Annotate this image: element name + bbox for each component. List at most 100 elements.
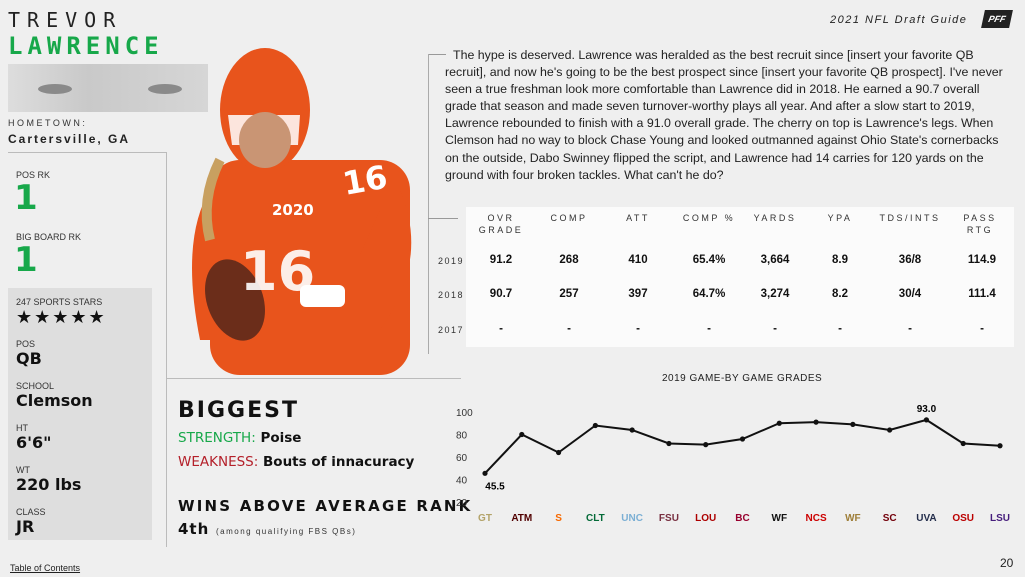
col-header: COMP: [550, 213, 588, 223]
grade-point: [519, 431, 525, 438]
hometown-label: HOMETOWN:: [8, 118, 88, 128]
big-board-rank-value: 1: [14, 240, 38, 280]
opponent-logo: WF: [771, 512, 788, 524]
opponent-logo: S: [555, 512, 562, 524]
opponent-logo: UNC: [621, 512, 643, 524]
school-label: SCHOOL: [16, 381, 55, 391]
weakness-label: WEAKNESS:: [178, 454, 259, 470]
stat-cell: 257: [559, 288, 579, 300]
war-value: 4th: [178, 520, 210, 538]
pos-rank-value: 1: [14, 178, 38, 218]
grade-point: [997, 443, 1003, 449]
stat-cell: 65.4%: [692, 254, 726, 266]
opponent-logo: BC: [735, 512, 750, 524]
grade-point: [923, 417, 930, 423]
stat-cell: -: [773, 323, 777, 335]
left-eye: [38, 84, 72, 94]
opponent-logo: GT: [478, 512, 492, 524]
jersey-number-chest: 16: [240, 240, 315, 303]
height-value: 6'6": [16, 433, 52, 452]
col-header: TDS/INTS: [879, 213, 941, 223]
guide-title: 2021 NFL Draft Guide: [830, 14, 968, 26]
strength-label: STRENGTH:: [178, 430, 256, 446]
grade-point: [482, 470, 488, 476]
grade-point: [813, 419, 819, 425]
y-tick-label: 80: [456, 431, 468, 442]
stat-cell: 90.7: [489, 288, 513, 300]
war-title: WINS ABOVE AVERAGE RANK: [178, 497, 473, 515]
height-label: HT: [16, 423, 28, 433]
player-photo: 16 2020 16: [192, 48, 412, 375]
pos-rank-label: POS RK: [16, 170, 51, 180]
opponent-logo: WF: [845, 512, 861, 524]
y-tick-label: 20: [456, 498, 468, 509]
pos-label: POS: [16, 339, 36, 349]
opponent-logo: CLT: [585, 512, 605, 524]
grade-point: [776, 420, 782, 426]
divider: [428, 54, 446, 55]
scouting-bio: The hype is deserved. Lawrence was heral…: [445, 48, 1003, 182]
pos-value: QB: [16, 349, 42, 368]
grade-point: [739, 436, 746, 442]
right-arm: [340, 190, 412, 330]
stat-cell: 8.9: [832, 254, 848, 266]
player-first-name: TREVOR: [8, 8, 123, 32]
school-value: Clemson: [16, 391, 93, 410]
table-of-contents-link[interactable]: Table of Contents: [10, 563, 81, 573]
biggest-title: BIGGEST: [178, 398, 299, 423]
opponent-logo: LSU: [990, 512, 1010, 524]
stars-label: 247 SPORTS STARS: [16, 297, 103, 307]
weakness-row: WEAKNESS: Bouts of innacuracy: [178, 454, 414, 470]
stats-table: [466, 207, 1014, 347]
y-tick-label: 60: [456, 453, 468, 464]
page-number: 20: [1000, 556, 1014, 570]
stat-cell: 8.2: [832, 288, 848, 300]
col-header: COMP %: [682, 213, 736, 223]
opponent-logo: OSU: [952, 512, 975, 524]
opponent-logo: LOU: [695, 512, 717, 524]
divider: [428, 218, 458, 219]
grade-point: [555, 449, 562, 456]
grade-data-label: 93.0: [917, 404, 937, 415]
divider: [8, 152, 166, 153]
war-note: (among qualifying FBS QBs): [216, 527, 357, 536]
divider: [166, 152, 167, 547]
right-eye: [148, 84, 182, 94]
strength-row: STRENGTH: Poise: [178, 430, 301, 446]
grade-point: [629, 427, 635, 433]
class-value: JR: [16, 517, 35, 536]
opponent-logo: SC: [882, 512, 897, 524]
chart-title: 2019 GAME-BY GAME GRADES: [662, 373, 823, 384]
stat-cell: 268: [559, 254, 579, 266]
jersey-patch: 2020: [272, 201, 314, 219]
face-eyes-photo: [8, 64, 208, 112]
row-year: 2017: [438, 325, 465, 335]
col-header: YARDS: [753, 213, 797, 223]
grade-point: [666, 440, 672, 447]
stat-cell: -: [567, 323, 571, 335]
grade-point: [960, 440, 966, 447]
weight-label: WT: [16, 465, 30, 475]
stat-cell: 114.9: [967, 254, 997, 266]
opponent-logo: NCS: [805, 512, 827, 524]
stat-cell: -: [636, 323, 640, 335]
y-tick-label: 40: [456, 476, 468, 487]
col-header: ATT: [626, 213, 650, 223]
grade-point: [592, 422, 598, 429]
grade-point: [887, 427, 893, 433]
game-grades-chart: 20 40 60 80 100 45.5 93.0: [456, 404, 1003, 509]
big-board-rank-label: BIG BOARD RK: [16, 232, 82, 242]
grade-point: [703, 442, 709, 448]
y-tick-label: 100: [456, 408, 473, 419]
pff-logo: PFF: [981, 10, 1013, 28]
star-rating: ★★★★★: [16, 307, 107, 327]
jersey-number-shoulder: 16: [340, 158, 390, 203]
divider: [166, 378, 461, 379]
face: [239, 112, 291, 168]
player-info-box: [8, 288, 152, 540]
stat-cell: 91.2: [489, 254, 513, 266]
row-year: 2018: [438, 290, 465, 300]
stat-cell: 36/8: [898, 254, 922, 266]
stat-cell: 3,664: [760, 254, 790, 266]
wristband: [300, 285, 345, 307]
